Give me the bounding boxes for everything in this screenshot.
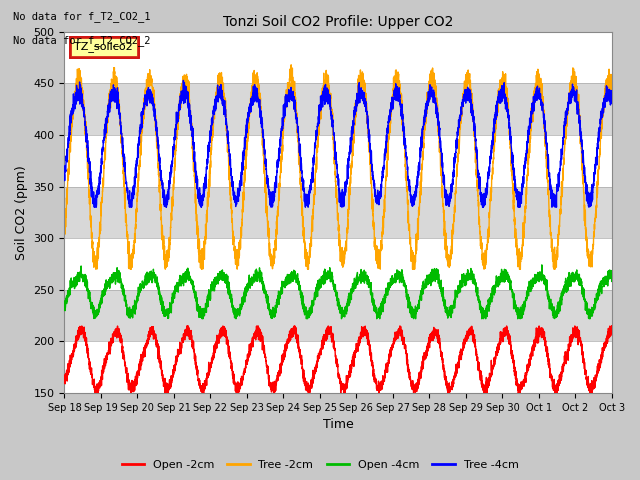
Bar [65, 83, 612, 135]
Bar [65, 341, 612, 393]
Bar [65, 187, 612, 238]
Legend: TZ_soilco2: TZ_soilco2 [70, 37, 138, 57]
X-axis label: Time: Time [323, 419, 353, 432]
Title: Tonzi Soil CO2 Profile: Upper CO2: Tonzi Soil CO2 Profile: Upper CO2 [223, 15, 453, 29]
Bar [65, 135, 612, 187]
Text: No data for f_T2_CO2_1: No data for f_T2_CO2_1 [13, 11, 150, 22]
Legend: Open -2cm, Tree -2cm, Open -4cm, Tree -4cm: Open -2cm, Tree -2cm, Open -4cm, Tree -4… [117, 456, 523, 474]
Text: No data for f_T2_CO2_2: No data for f_T2_CO2_2 [13, 35, 150, 46]
Bar [65, 238, 612, 290]
Y-axis label: Soil CO2 (ppm): Soil CO2 (ppm) [15, 165, 28, 260]
Bar [65, 290, 612, 341]
Bar [65, 32, 612, 83]
